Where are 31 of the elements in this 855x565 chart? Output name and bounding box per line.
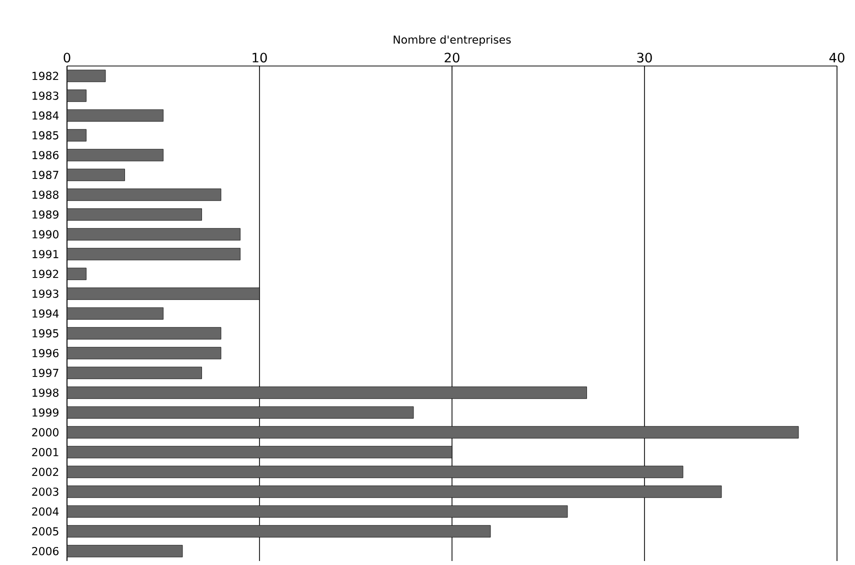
- y-tick-label: 2003: [32, 488, 58, 496]
- y-tick-label: 1998: [32, 388, 58, 397]
- y-tick-label: 1989: [32, 210, 58, 219]
- x-axis-title: Nombre d'entreprises: [394, 35, 511, 46]
- y-tick-label: 1990: [32, 230, 58, 238]
- y-tick-label: 1987: [32, 170, 58, 180]
- y-tick-label: 1991: [32, 250, 58, 258]
- y-tick-label: 2005: [32, 527, 58, 536]
- y-tick-label: 1983: [32, 92, 58, 100]
- y-tick-label: 1986: [32, 150, 59, 160]
- y-tick-label: 1994: [32, 309, 59, 318]
- y-tick-label: 2001: [32, 448, 58, 456]
- x-tick-label: 30: [637, 52, 652, 62]
- y-tick-label: 1985: [32, 131, 58, 140]
- y-tick-label: 1992: [32, 270, 58, 278]
- y-tick-label: 2004: [32, 507, 59, 516]
- y-tick-label: 1984: [32, 111, 59, 120]
- y-tick-label: 2006: [32, 546, 59, 556]
- x-tick-label: 0: [64, 52, 70, 62]
- x-tick-label: 10: [252, 52, 267, 62]
- y-tick-label: 1997: [32, 368, 58, 378]
- y-tick-label: 1982: [32, 72, 58, 80]
- y-tick-label: 1995: [32, 329, 58, 338]
- y-tick-label: 1999: [32, 408, 58, 417]
- y-tick-label: 1993: [32, 290, 58, 298]
- x-tick-label: 20: [444, 52, 460, 62]
- y-tick-label: 1988: [32, 190, 58, 199]
- y-tick-label: 1996: [32, 348, 59, 358]
- y-tick-label: 2000: [32, 428, 58, 436]
- x-tick-label: 40: [829, 52, 844, 62]
- y-tick-label: 2002: [32, 468, 58, 476]
